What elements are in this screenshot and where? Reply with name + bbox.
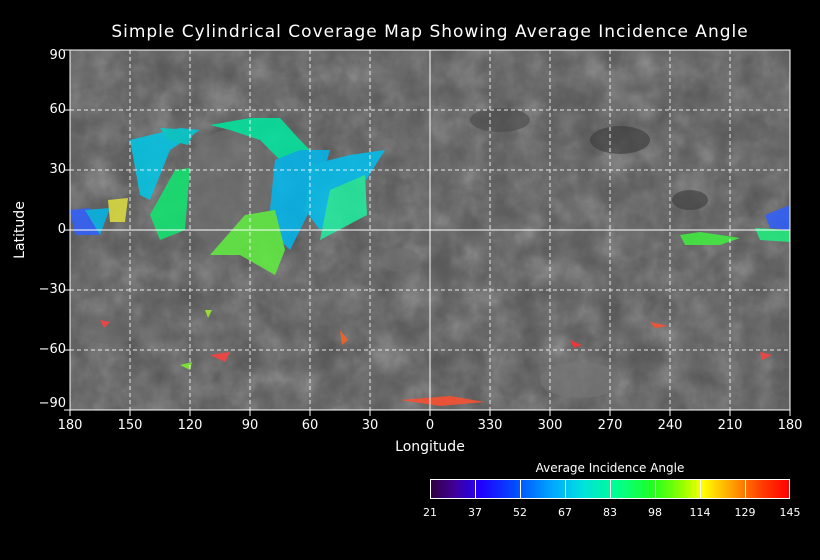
- coverage-swath: [160, 128, 195, 145]
- colorbar-tick-label: 129: [734, 506, 756, 519]
- y-axis-label: Latitude: [12, 201, 28, 259]
- map-title: Simple Cylindrical Coverage Map Showing …: [111, 22, 749, 42]
- coverage-swath: [570, 340, 582, 348]
- colorbar-tick-label: 83: [603, 506, 617, 519]
- coverage-swath: [150, 168, 190, 240]
- coverage-swath: [650, 322, 668, 328]
- coverage-swath: [210, 210, 285, 275]
- coverage-swath: [760, 352, 772, 360]
- x-tick-label: 270: [597, 418, 623, 433]
- y-tick-label: −30: [38, 282, 66, 297]
- coverage-swath: [205, 310, 212, 318]
- coverage-swath: [180, 362, 192, 370]
- coverage-swath: [320, 175, 367, 240]
- colorbar-tick-label: 37: [468, 506, 482, 519]
- coverage-swath: [108, 198, 128, 222]
- colorbar-tick-label: 67: [558, 506, 572, 519]
- coverage-swath: [85, 208, 110, 235]
- x-tick-label: 60: [301, 418, 319, 433]
- coverage-swath: [755, 228, 790, 242]
- x-axis-label: Longitude: [395, 439, 465, 455]
- coverage-swath: [400, 396, 485, 406]
- coverage-swath: [210, 352, 230, 362]
- tick-marks: [64, 49, 791, 416]
- colorbar: [430, 479, 790, 499]
- coverage-overlays: [70, 118, 790, 406]
- colorbar-divider: [565, 480, 566, 498]
- x-tick-label: 210: [717, 418, 743, 433]
- colorbar-title: Average Incidence Angle: [535, 461, 685, 475]
- y-tick-label: 90: [49, 48, 66, 63]
- colorbar-divider: [610, 480, 611, 498]
- x-tick-label: 300: [537, 418, 563, 433]
- colorbar-tick-label: 98: [648, 506, 662, 519]
- colorbar-divider: [700, 480, 701, 498]
- y-tick-label: −90: [38, 396, 66, 411]
- coverage-swath: [130, 128, 200, 200]
- x-tick-label: 150: [117, 418, 143, 433]
- y-tick-label: −60: [38, 342, 66, 357]
- y-tick-label: 0: [57, 222, 66, 237]
- y-tick-label: 60: [49, 102, 66, 117]
- colorbar-divider: [745, 480, 746, 498]
- y-tick-label: 30: [49, 162, 66, 177]
- colorbar-tick-label: 145: [779, 506, 801, 519]
- x-tick-label: 90: [241, 418, 259, 433]
- colorbar-divider: [520, 480, 521, 498]
- x-tick-label: 330: [477, 418, 503, 433]
- colorbar-tick-label: 52: [513, 506, 527, 519]
- colorbar-divider: [475, 480, 476, 498]
- x-tick-label: 180: [57, 418, 83, 433]
- coverage-swath: [340, 330, 348, 345]
- coverage-swath: [100, 320, 110, 328]
- equator-meridian: [70, 50, 790, 410]
- x-tick-label: 120: [177, 418, 203, 433]
- x-tick-label: 0: [425, 418, 435, 433]
- coverage-swath: [680, 232, 740, 245]
- colorbar-tick-label: 114: [689, 506, 711, 519]
- coverage-swath: [765, 205, 790, 230]
- colorbar-divider: [655, 480, 656, 498]
- x-tick-label: 180: [777, 418, 803, 433]
- x-tick-label: 30: [361, 418, 379, 433]
- x-tick-label: 240: [657, 418, 683, 433]
- colorbar-tick-label: 21: [423, 506, 437, 519]
